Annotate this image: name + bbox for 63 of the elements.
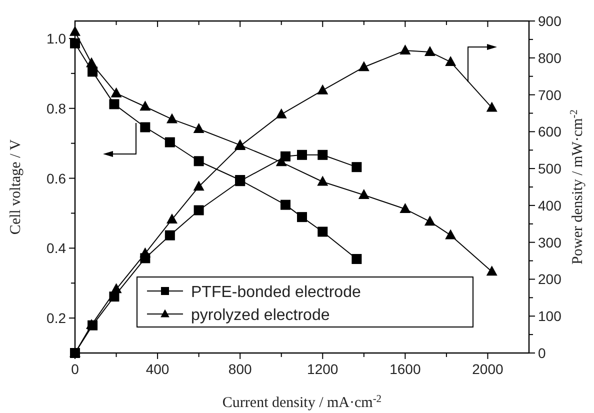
y2-tick-label: 700	[538, 86, 562, 103]
point	[445, 229, 456, 240]
point	[445, 56, 456, 66]
point	[70, 26, 80, 36]
y-tick-label: 0.8	[46, 100, 66, 116]
point	[280, 200, 290, 210]
x-axis-title: Current density / mA·cm$^{-2}$	[222, 394, 382, 411]
x-tick-label: 1600	[390, 361, 421, 377]
y2-tick-label: 800	[538, 50, 562, 66]
point	[166, 213, 178, 224]
point	[110, 283, 122, 294]
point	[318, 226, 328, 237]
y2-tick-label: 500	[538, 160, 562, 177]
point	[193, 180, 204, 191]
x-tick-label: 400	[146, 361, 170, 377]
legend-label: PTFE-bonded electrode	[191, 284, 361, 301]
point	[140, 247, 151, 258]
point	[280, 151, 290, 162]
point	[110, 87, 122, 98]
point	[358, 189, 370, 200]
point	[164, 230, 175, 240]
point	[424, 46, 436, 56]
y2-tick-label: 200	[538, 271, 562, 288]
point	[166, 113, 178, 124]
point	[140, 100, 151, 111]
x-tick-label: 800	[228, 361, 252, 377]
y-tick-label: 0.6	[46, 170, 66, 186]
y2-tick-label: 400	[538, 197, 562, 214]
y2-tick-label: 600	[538, 124, 562, 140]
point	[352, 254, 362, 264]
point	[400, 44, 411, 55]
y2-tick-label: 900	[538, 13, 562, 29]
point	[352, 162, 362, 172]
legend-label: pyrolyzed electrode	[191, 307, 330, 324]
y-axis-title: Cell voltage / V	[8, 139, 24, 235]
point	[318, 150, 328, 160]
point	[193, 122, 204, 133]
point	[164, 137, 175, 148]
y-tick-label: 1.0	[46, 30, 66, 46]
y-tick-label: 0.2	[46, 310, 66, 326]
point	[194, 205, 204, 216]
point	[486, 266, 498, 276]
point	[194, 156, 204, 166]
point	[424, 216, 436, 226]
y2-tick-label: 300	[538, 234, 562, 250]
x-tick-label: 1200	[307, 361, 338, 377]
x-tick-label: 0	[71, 361, 80, 377]
point	[140, 122, 150, 132]
point	[297, 212, 307, 222]
point	[86, 57, 98, 68]
point	[297, 150, 307, 160]
point	[400, 203, 411, 214]
point	[317, 84, 328, 94]
point	[70, 38, 80, 48]
point	[109, 99, 120, 110]
point	[317, 176, 328, 186]
point	[358, 61, 370, 72]
point	[486, 102, 498, 112]
y-tick-label: 0.4	[46, 240, 66, 256]
x-tick-label: 2000	[472, 361, 504, 377]
point	[276, 108, 287, 118]
y2-tick-label: 0	[538, 345, 546, 361]
y2-tick-label: 100	[538, 308, 562, 324]
